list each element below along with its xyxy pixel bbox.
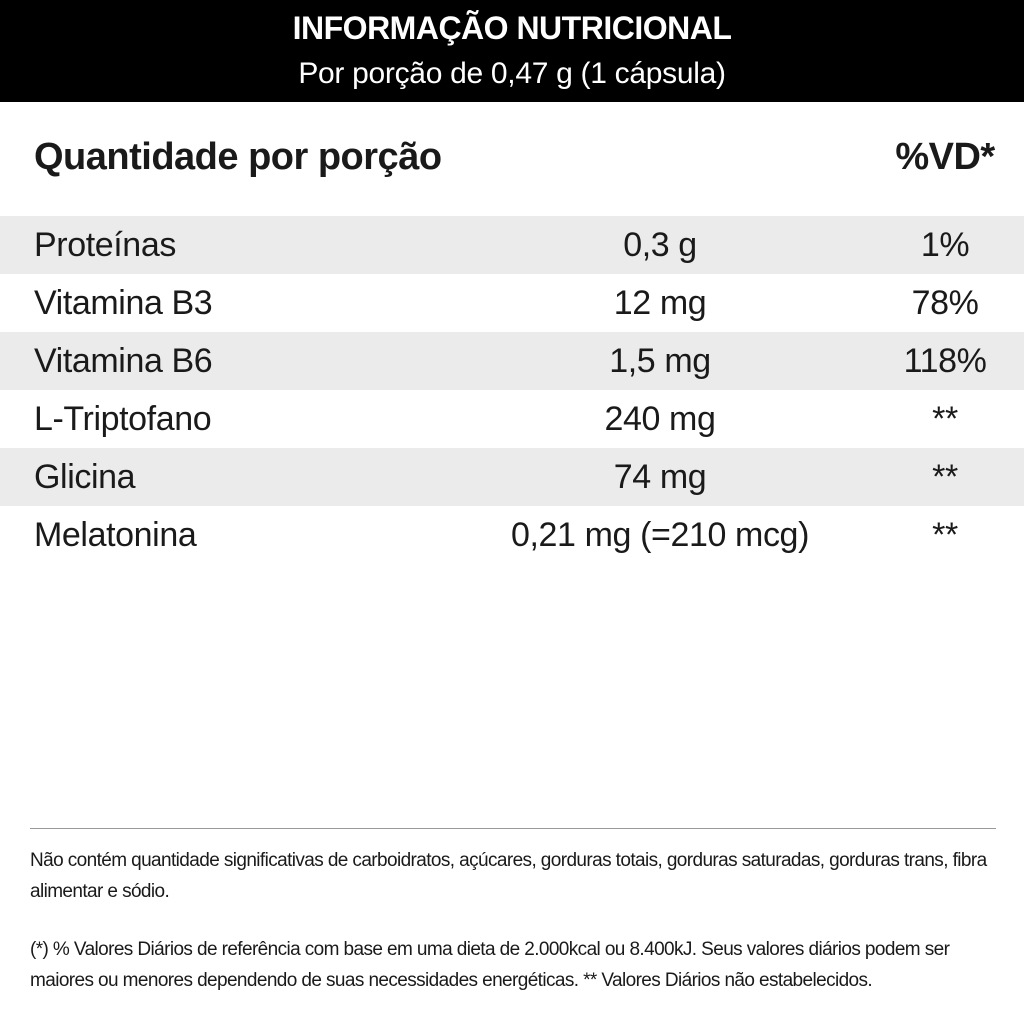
nutrient-name: Vitamina B3 [34, 284, 213, 322]
nutrient-daily-value: 1% [920, 226, 970, 264]
nutrient-daily-value: ** [932, 400, 958, 438]
table-row: Melatonina 0,21 mg (=210 mcg) ** [0, 506, 1024, 564]
daily-value-heading: %VD* [895, 136, 995, 178]
not-significant-footnote: Não contém quantidade significativas de … [30, 850, 987, 902]
nutrient-name: Melatonina [34, 516, 197, 554]
amount-per-serving-heading: Quantidade por porção [34, 136, 442, 178]
nutrient-amount: 74 mg [613, 458, 707, 496]
nutrient-name: Proteínas [34, 226, 176, 264]
serving-size: Por porção de 0,47 g (1 cápsula) [298, 57, 726, 90]
table-row: L-Triptofano 240 mg ** [0, 390, 1024, 448]
nutrient-name: Glicina [34, 458, 136, 496]
nutrient-name: L-Triptofano [34, 400, 212, 438]
nutrient-amount: 240 mg [604, 400, 716, 438]
nutrient-daily-value: 118% [903, 342, 987, 380]
daily-value-footnote: (*) % Valores Diários de referência com … [30, 939, 950, 991]
table-row: Glicina 74 mg ** [0, 448, 1024, 506]
nutrient-amount: 0,21 mg (=210 mcg) [510, 516, 809, 554]
table-row: Vitamina B6 1,5 mg 118% [0, 332, 1024, 390]
nutrient-daily-value: ** [932, 516, 958, 554]
nutrient-amount: 0,3 g [623, 226, 697, 264]
header-title: INFORMAÇÃO NUTRICIONAL [292, 10, 732, 46]
nutrient-amount: 12 mg [613, 284, 707, 322]
nutrient-amount: 1,5 mg [609, 342, 711, 380]
nutrient-name: Vitamina B6 [34, 342, 213, 380]
nutrient-table: Proteínas 0,3 g 1% Vitamina B3 12 mg 78%… [0, 216, 1024, 564]
table-row: Proteínas 0,3 g 1% [0, 216, 1024, 274]
nutrient-daily-value: ** [932, 458, 958, 496]
table-row: Vitamina B3 12 mg 78% [0, 274, 1024, 332]
footnote-divider [30, 828, 996, 829]
nutrition-header: INFORMAÇÃO NUTRICIONAL Por porção de 0,4… [0, 0, 1024, 102]
nutrient-daily-value: 78% [911, 284, 979, 322]
